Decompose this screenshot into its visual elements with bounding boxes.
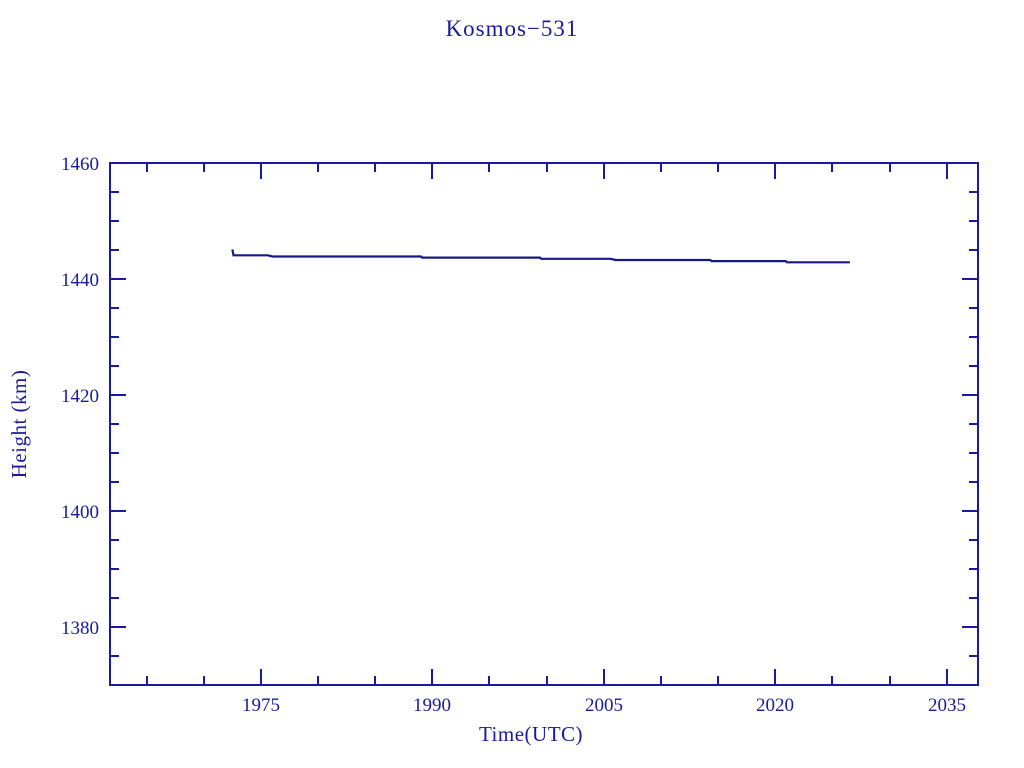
data-series-line [231, 249, 850, 264]
plot-frame [109, 162, 979, 686]
y-axis-major-ticks [110, 162, 978, 628]
x-tick-label: 2005 [585, 695, 623, 716]
x-axis-minor-ticks [146, 163, 891, 685]
y-axis-tick-labels: 1460 1440 1420 1400 1380 [61, 154, 99, 639]
x-tick-label: 2020 [756, 695, 794, 716]
y-axis-minor-ticks [110, 191, 978, 686]
y-tick-label: 1440 [61, 270, 99, 291]
x-tick-label: 1990 [413, 695, 451, 716]
y-axis-title: Height (km) [7, 370, 31, 479]
y-tick-label: 1420 [61, 386, 99, 407]
x-axis-major-ticks [260, 163, 948, 685]
y-tick-label: 1460 [61, 154, 99, 175]
x-tick-label: 2035 [928, 695, 966, 716]
x-axis-tick-labels: 1975 1990 2005 2020 2035 [242, 695, 966, 716]
y-tick-label: 1380 [61, 618, 99, 639]
x-tick-label: 1975 [242, 695, 280, 716]
x-axis-title: Time(UTC) [479, 722, 583, 746]
page-title: Kosmos−531 [445, 16, 579, 41]
y-tick-label: 1400 [61, 502, 99, 523]
